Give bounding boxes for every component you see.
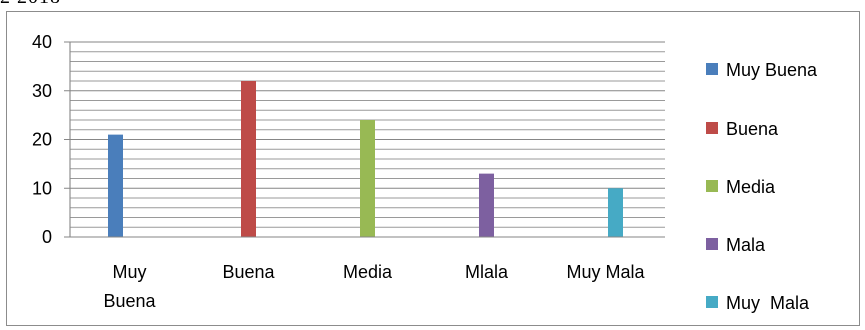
legend-swatch [706,63,718,75]
bar-buena [241,81,256,237]
legend-label: Muy Buena [726,60,818,80]
x-category-label: Buena [222,262,275,282]
x-category-label: Muy Mala [566,262,645,282]
chart-frame [6,11,860,326]
legend-label: Buena [726,119,779,139]
x-category-label: Muy [112,262,146,282]
bar-muy-mala [608,188,623,237]
legend-label: Muy Mala [726,293,810,313]
y-axis: 0 10 20 30 40 [32,32,71,247]
header-text-fragment: 2 2018 [0,0,61,9]
bars [108,81,623,237]
x-category-label: Mlala [465,262,509,282]
x-axis: Muy Buena Buena Media Mlala Muy Mala [70,236,665,311]
legend-label: Mala [726,235,766,255]
bar-media [360,120,375,237]
y-tick-label: 10 [32,178,52,198]
legend-swatch [706,122,718,134]
y-tick-label: 20 [32,130,52,150]
legend: Muy Buena Buena Media Mala Muy Mala [706,60,818,313]
bar-mala [479,173,494,237]
legend-swatch [706,238,718,250]
bar-muy-buena [108,134,123,237]
legend-swatch [706,180,718,192]
legend-swatch [706,296,718,308]
y-tick-label: 40 [32,32,52,52]
x-category-label: Media [343,262,393,282]
y-tick-label: 0 [42,227,52,247]
legend-label: Media [726,177,776,197]
y-tick-label: 30 [32,81,52,101]
x-category-label: Buena [103,291,156,311]
